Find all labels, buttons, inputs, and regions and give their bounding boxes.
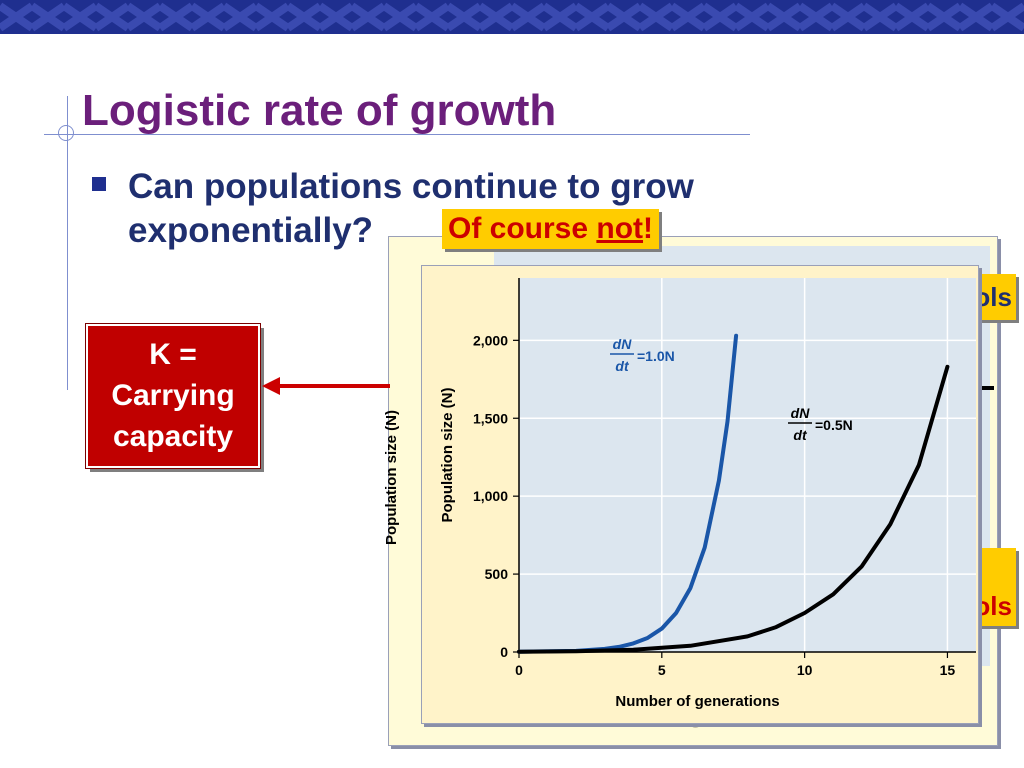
slide-title: Logistic rate of growth bbox=[82, 86, 557, 135]
side-box-bottom-text: ols bbox=[978, 591, 1012, 621]
callout-suffix: ! bbox=[643, 212, 654, 245]
chart-panel: 0 5 10 15 0 500 1,000 1,500 2,000 Number of gener… bbox=[421, 265, 979, 724]
side-box-top: ols bbox=[978, 274, 1016, 320]
y-tick-label: 500 bbox=[485, 566, 509, 582]
y-tick-label: 1,000 bbox=[473, 488, 508, 504]
x-axis-label: Number of generations bbox=[615, 693, 779, 710]
series-label-rhs: =0.5N bbox=[815, 417, 853, 433]
bullet-line-2: exponentially? bbox=[128, 211, 374, 250]
bullet-text: Can populations continue to grow exponen… bbox=[128, 165, 694, 253]
plot-area bbox=[519, 278, 976, 652]
k-line-3: capacity bbox=[112, 420, 234, 453]
crosshair-circle bbox=[58, 125, 74, 141]
y-tick-label: 1,500 bbox=[473, 410, 508, 426]
x-tick-label: 0 bbox=[515, 662, 523, 678]
side-box-top-text: ols bbox=[978, 282, 1012, 312]
x-tick-label: 15 bbox=[940, 662, 956, 678]
y-tick-label: 2,000 bbox=[473, 332, 508, 348]
bullet-icon bbox=[92, 177, 106, 191]
title-rule bbox=[44, 134, 750, 135]
k-line-1: K = bbox=[149, 338, 197, 371]
y-axis-label: Population size (N) bbox=[439, 387, 456, 522]
callout-prefix: Of course bbox=[448, 212, 597, 245]
callout-emphasis: not bbox=[596, 212, 644, 245]
bullet-line-1: Can populations continue to grow bbox=[128, 167, 694, 206]
title-bar-decoration bbox=[0, 0, 1024, 34]
series-line-2 bbox=[517, 364, 950, 654]
series-label-denominator: dt bbox=[793, 427, 808, 443]
x-tick-label: 10 bbox=[797, 662, 813, 678]
topbar-pattern bbox=[0, 0, 1024, 34]
callout-box: Of course not! bbox=[442, 209, 660, 249]
series-label-numerator: dN bbox=[791, 405, 811, 421]
k-line-2: Carrying bbox=[111, 379, 235, 412]
growth-chart: 0 5 10 15 0 500 1,000 1,500 2,000 Number of gener… bbox=[439, 278, 976, 710]
vertical-rule bbox=[67, 96, 68, 390]
series-label-rhs: =1.0N bbox=[637, 348, 675, 364]
series-label-numerator: dN bbox=[613, 336, 633, 352]
arrow-icon bbox=[262, 377, 390, 395]
carrying-capacity-box: K = Carrying capacity bbox=[85, 323, 261, 469]
y-tick-label: 0 bbox=[500, 644, 508, 660]
x-tick-label: 5 bbox=[658, 662, 666, 678]
series-label-denominator: dt bbox=[615, 358, 630, 374]
back-y-axis-label: Population size (N) bbox=[383, 410, 400, 545]
side-box-bottom: ols bbox=[978, 548, 1016, 626]
back-chart-dash bbox=[978, 386, 994, 390]
